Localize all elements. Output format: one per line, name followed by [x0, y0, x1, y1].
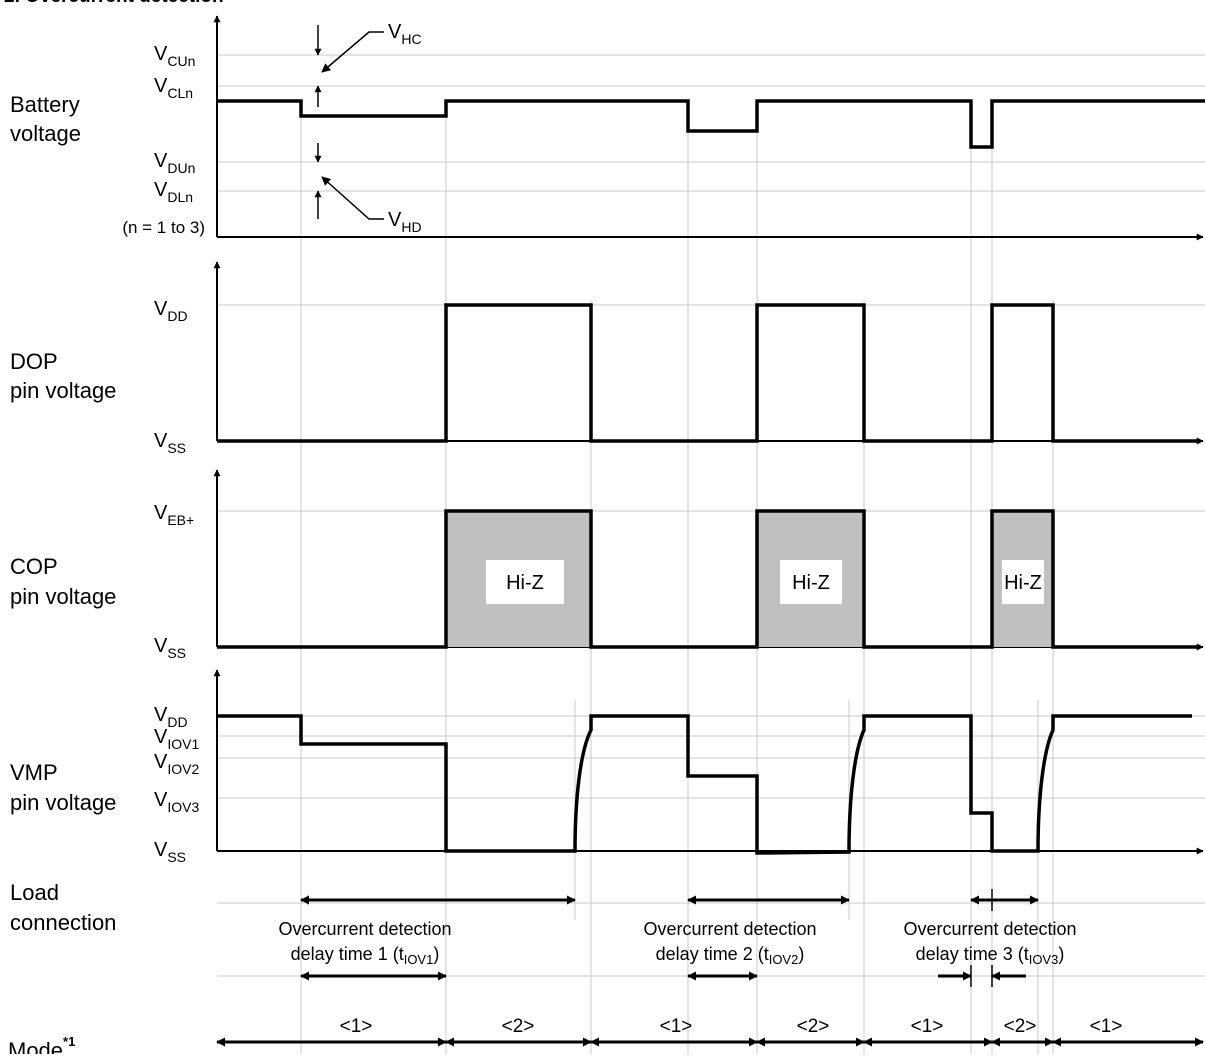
- mode-label-1: <1>: [340, 1016, 373, 1037]
- vhc-leader: [321, 31, 384, 73]
- vhd-leader: [321, 176, 384, 220]
- delay-1-line2: delay time 1 (tIOV1): [291, 944, 440, 967]
- level-vmp-vdd: VDD: [154, 704, 188, 730]
- level-cop-veb: VEB+: [154, 502, 194, 528]
- hiz-label-1: Hi-Z: [506, 572, 544, 594]
- level-vmp-iov1: VIOV1: [154, 726, 199, 752]
- mode-label-4: <2>: [797, 1016, 830, 1037]
- level-cop-vss: VSS: [154, 635, 186, 661]
- delay-labels: Overcurrent detection delay time 1 (tIOV…: [278, 919, 1076, 967]
- hiz-label-box-2: [780, 560, 842, 604]
- hiz-label-box-3: [1002, 560, 1044, 604]
- level-dop-vss: VSS: [154, 430, 186, 456]
- mode-label-5: <1>: [911, 1016, 944, 1037]
- delay-1-line1: Overcurrent detection: [278, 919, 451, 939]
- mode-labels: <1> <2> <1> <2> <1> <2> <1>: [340, 1016, 1123, 1037]
- battery-label-line2: voltage: [10, 121, 81, 146]
- mode-label: Mode*1: [8, 1034, 75, 1054]
- dop-waveform: [217, 303, 1200, 443]
- vmp-waveform: [217, 714, 1192, 855]
- vertical-gridlines: [300, 100, 1054, 1054]
- level-dop-vdd: VDD: [154, 298, 188, 324]
- waveforms: [217, 99, 1205, 855]
- delay-arrows: [300, 895, 1039, 981]
- delay-3-line1: Overcurrent detection: [903, 919, 1076, 939]
- mode-label-7: <1>: [1090, 1016, 1123, 1037]
- hiz-label-box-1: [486, 560, 564, 604]
- delay-3-line2: delay time 3 (tIOV3): [916, 944, 1065, 967]
- mode-label-2: <2>: [502, 1016, 535, 1037]
- vmp-label-line1: VMP: [10, 760, 58, 785]
- load-label-line1: Load: [10, 880, 59, 905]
- level-vdun: VDUn: [154, 150, 195, 176]
- battery-label-line1: Battery: [10, 92, 80, 117]
- cop-label-line1: COP: [10, 554, 58, 579]
- delay-2-line1: Overcurrent detection: [643, 919, 816, 939]
- hiz-label-2: Hi-Z: [792, 572, 830, 594]
- hiz-label-3: Hi-Z: [1004, 572, 1042, 594]
- level-vcln: VCLn: [154, 75, 193, 101]
- mode-label-3: <1>: [660, 1016, 693, 1037]
- cop-label-line2: pin voltage: [10, 584, 116, 609]
- level-vdln: VDLn: [154, 179, 193, 205]
- load-label-line2: connection: [10, 910, 116, 935]
- hiz-regions: [446, 511, 1053, 647]
- row-labels: Battery voltage DOP pin voltage COP pin …: [8, 92, 116, 1059]
- dop-label-line1: DOP: [10, 349, 58, 374]
- section-title: 2. Overcurrent detection: [4, 0, 224, 8]
- dop-label-line2: pin voltage: [10, 378, 116, 403]
- level-vmp-vss: VSS: [154, 839, 186, 865]
- hysteresis-markers: [314, 25, 384, 220]
- level-labels: VCUn VCLn VDUn VDLn VHC VHD VDD VSS VEB+…: [154, 21, 422, 865]
- delay-2-line2: delay time 2 (tIOV2): [656, 944, 805, 967]
- level-vcun: VCUn: [154, 43, 195, 69]
- axes: [213, 15, 1204, 855]
- level-vmp-iov2: VIOV2: [154, 751, 199, 777]
- battery-waveform: [217, 99, 1205, 149]
- vmp-label-line2: pin voltage: [10, 790, 116, 815]
- level-vhc: VHC: [388, 21, 422, 47]
- delay-ticks: [970, 889, 993, 987]
- battery-n-note: (n = 1 to 3): [122, 218, 205, 237]
- level-vhd: VHD: [388, 209, 422, 235]
- level-vmp-iov3: VIOV3: [154, 789, 199, 815]
- level-gridlines: [217, 54, 1205, 977]
- cop-waveform: [217, 509, 1200, 649]
- mode-label-6: <2>: [1004, 1016, 1037, 1037]
